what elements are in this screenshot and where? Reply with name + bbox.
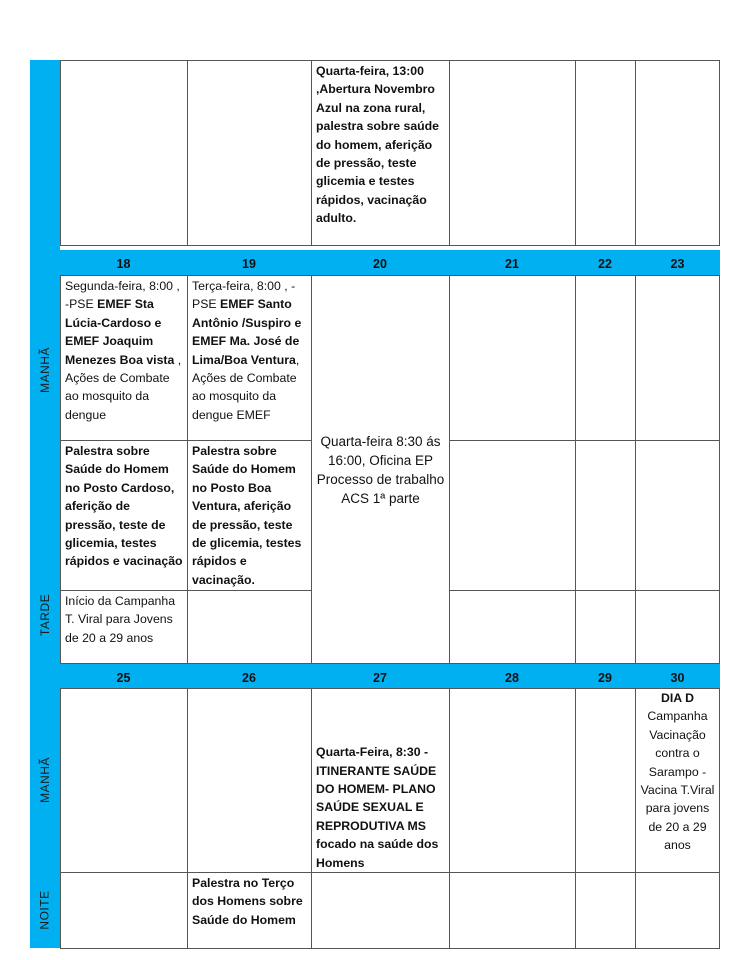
day-number: 30 — [670, 671, 685, 685]
cell-empty — [187, 60, 312, 246]
cell-empty — [449, 440, 576, 591]
cell-26-night: Palestra no Terço dos Homens sobre Saúde… — [187, 872, 312, 949]
cell-empty — [449, 688, 576, 873]
cell-18-morning: Segunda-feira, 8:00 , -PSE EMEF Sta Lúci… — [60, 275, 188, 441]
week-header — [60, 664, 720, 689]
cell-empty — [60, 872, 188, 949]
day-number: 28 — [505, 671, 519, 685]
cell-27-morning: Quarta-Feira, 8:30 - ITINERANTE SAÚDE DO… — [311, 688, 450, 873]
period-label-night: NOITE — [30, 872, 60, 948]
cell-empty — [575, 275, 636, 441]
event-text-bold: EMEF Santo Antônio /Suspiro e EMEF Ma. J… — [192, 297, 302, 367]
event-text: , Ações de Combate ao mosquito da dengue… — [192, 352, 300, 422]
cell-empty — [60, 60, 188, 246]
event-text-bold: EMEF Sta Lúcia-Cardoso e EMEF Joaquim Me… — [65, 297, 175, 367]
cell-empty — [635, 590, 720, 664]
cell-empty — [311, 872, 450, 949]
day-number: 19 — [242, 257, 256, 271]
event-text: Quarta-feira 8:30 ás 16:00, Oficina EP P… — [316, 433, 445, 506]
period-band — [30, 60, 60, 948]
cell-empty — [575, 590, 636, 664]
day-number: 27 — [373, 671, 387, 685]
cell-empty — [635, 60, 720, 246]
cell-empty — [449, 872, 576, 949]
period-label-text: MANHÃ — [38, 347, 52, 393]
cell-empty — [449, 60, 576, 246]
cell-empty — [635, 275, 720, 441]
cell-empty — [575, 60, 636, 246]
cell-empty — [575, 872, 636, 949]
event-title: DIA D — [660, 691, 695, 705]
period-label-morning-2: MANHÃ — [30, 688, 60, 872]
cell-18-mid: Palestra sobre Saúde do Homem no Posto C… — [60, 440, 188, 591]
event-text: , Ações de Combate ao mosquito da dengue — [65, 352, 182, 422]
day-number: 25 — [116, 671, 131, 685]
cell-empty — [575, 688, 636, 873]
day-number: 29 — [598, 671, 612, 685]
day-number: 22 — [598, 257, 612, 271]
cell-empty — [449, 275, 576, 441]
cell-19-mid: Palestra sobre Saúde do Homem no Posto B… — [187, 440, 312, 591]
day-number: 18 — [116, 257, 131, 271]
day-number: 20 — [373, 257, 387, 271]
week-header — [60, 250, 720, 275]
day-number: 26 — [242, 671, 256, 685]
cell-empty — [575, 440, 636, 591]
day-number: 23 — [670, 257, 685, 271]
cell-empty — [635, 872, 720, 949]
day-number: 21 — [505, 257, 519, 271]
event-text: Quarta-Feira, 8:30 - ITINERANTE SAÚDE DO… — [316, 745, 439, 870]
event-text: Segunda-feira, 8:00 , -PSE — [65, 279, 180, 312]
cell-empty — [60, 688, 188, 873]
cell-19-morning: Terça-feira, 8:00 , -PSE EMEF Santo Antô… — [187, 275, 312, 441]
cell-empty — [635, 440, 720, 591]
period-label-text: TARDE — [38, 593, 52, 637]
cell-empty — [187, 688, 312, 873]
period-label-afternoon: TARDE — [30, 570, 60, 660]
cell-18-afternoon: Início da Campanha T. Viral para Jovens … — [60, 590, 188, 664]
cell-wednesday-event: Quarta-feira, 13:00 ,Abertura Novembro A… — [311, 60, 450, 246]
period-label-morning: MANHÃ — [30, 275, 60, 465]
event-text: Terça-feira, 8:00 , -PSE — [192, 279, 296, 312]
cell-empty — [449, 590, 576, 664]
cell-20-all-day: Quarta-feira 8:30 ás 16:00, Oficina EP P… — [311, 275, 450, 664]
cell-empty — [187, 590, 312, 664]
event-text: Campanha Vacinação contra o Sarampo - Va… — [640, 709, 715, 853]
period-label-text: MANHÃ — [38, 757, 52, 803]
cell-30-morning: DIA D Campanha Vacinação contra o Sarampo… — [635, 688, 720, 873]
period-label-text: NOITE — [38, 890, 53, 930]
